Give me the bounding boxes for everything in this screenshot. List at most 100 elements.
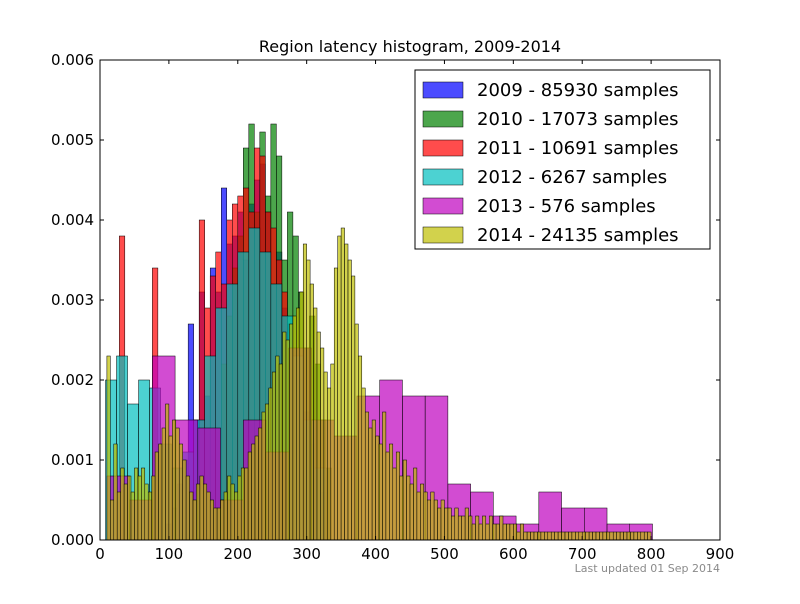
histogram-bar (237, 475, 242, 541)
histogram-bar (568, 531, 573, 541)
histogram-bar (547, 531, 552, 541)
histogram-bar (426, 499, 431, 541)
histogram-bar (313, 307, 318, 541)
y-tick-label: 0.002 (51, 371, 94, 389)
x-tick-label: 200 (223, 545, 252, 563)
histogram-bar (544, 531, 549, 541)
histogram-bar (282, 331, 287, 541)
histogram-bar (378, 443, 383, 541)
histogram-bar (640, 531, 645, 541)
histogram-bar (457, 515, 462, 541)
histogram-bar (581, 531, 586, 541)
histogram-bar (516, 531, 521, 541)
histogram-bar (354, 323, 359, 541)
histogram-bar (533, 531, 538, 541)
histogram-bar (395, 451, 400, 541)
histogram-bar (216, 507, 221, 541)
histogram-bar (409, 483, 414, 541)
histogram-bar (185, 475, 190, 541)
histogram-bar (554, 531, 559, 541)
histogram-bar (110, 499, 115, 541)
y-tick-label: 0.006 (51, 51, 94, 69)
histogram-bar (220, 499, 225, 541)
histogram-bar (265, 403, 270, 541)
histogram-bar (268, 387, 273, 541)
histogram-bar (168, 435, 173, 541)
histogram-bar (172, 419, 177, 541)
histogram-bar (619, 531, 624, 541)
histogram-bar (323, 371, 328, 541)
histogram-bar (647, 531, 652, 541)
histogram-bar (261, 411, 266, 541)
histogram-bar (606, 531, 611, 541)
y-tick-label: 0.001 (51, 451, 94, 469)
x-tick-label: 100 (155, 545, 184, 563)
histogram-bar (199, 475, 204, 541)
histogram-bar (361, 387, 366, 541)
y-tick-label: 0.000 (51, 531, 94, 549)
legend-label: 2012 - 6267 samples (477, 167, 667, 188)
histogram-bar (234, 491, 239, 541)
histogram-bar (578, 531, 583, 541)
histogram-bar (530, 531, 535, 541)
histogram-bar (461, 515, 466, 541)
histogram-bar (299, 291, 304, 541)
bars-layer (105, 123, 653, 541)
histogram-bar (540, 531, 545, 541)
histogram-bar (254, 435, 259, 541)
histogram-bar (161, 427, 166, 541)
histogram-bar (327, 387, 332, 541)
histogram-bar (344, 243, 349, 541)
histogram-bar (227, 475, 232, 541)
histogram-bar (154, 451, 159, 541)
histogram-bar (223, 491, 228, 541)
histogram-bar (385, 451, 390, 541)
histogram-bar (123, 483, 128, 541)
x-tick-label: 800 (637, 545, 666, 563)
histogram-bar (420, 483, 425, 541)
histogram-bar (165, 403, 170, 541)
y-tick-label: 0.005 (51, 131, 94, 149)
histogram-bar (130, 491, 135, 541)
y-tick-label: 0.004 (51, 211, 94, 229)
histogram-bar (244, 467, 249, 541)
histogram-bar (475, 515, 480, 541)
histogram-bar (616, 531, 621, 541)
histogram-bar (206, 491, 211, 541)
histogram-bar (454, 507, 459, 541)
histogram-bar (182, 459, 187, 541)
histogram-bar (468, 515, 473, 541)
histogram-bar (285, 339, 290, 541)
histogram-bar (134, 467, 139, 541)
histogram-bar (389, 443, 394, 541)
histogram-bar (588, 531, 593, 541)
legend-swatch (422, 168, 464, 186)
histogram-bar (437, 507, 442, 541)
x-tick-label: 900 (706, 545, 735, 563)
histogram-bar (630, 531, 635, 541)
histogram-bar (485, 523, 490, 541)
histogram-bar (495, 523, 500, 541)
histogram-bar (337, 235, 342, 541)
histogram-bar (609, 531, 614, 541)
histogram-bar (141, 467, 146, 541)
histogram-bar (358, 355, 363, 541)
histogram-bar (316, 331, 321, 541)
histogram-bar (320, 347, 325, 541)
histogram-bar (561, 531, 566, 541)
histogram-bar (347, 259, 352, 541)
histogram-bar (413, 467, 418, 541)
histogram-bar (333, 267, 338, 541)
histogram-bar (633, 531, 638, 541)
histogram-bar (113, 443, 118, 541)
histogram-bar (306, 259, 311, 541)
histogram-bar (351, 275, 356, 541)
histogram-bar (602, 531, 607, 541)
legend-swatch (422, 110, 464, 128)
histogram-bar (278, 363, 283, 541)
histogram-bar (471, 523, 476, 541)
histogram-bar (643, 531, 648, 541)
histogram-bar (416, 491, 421, 541)
histogram-bar (192, 499, 197, 541)
